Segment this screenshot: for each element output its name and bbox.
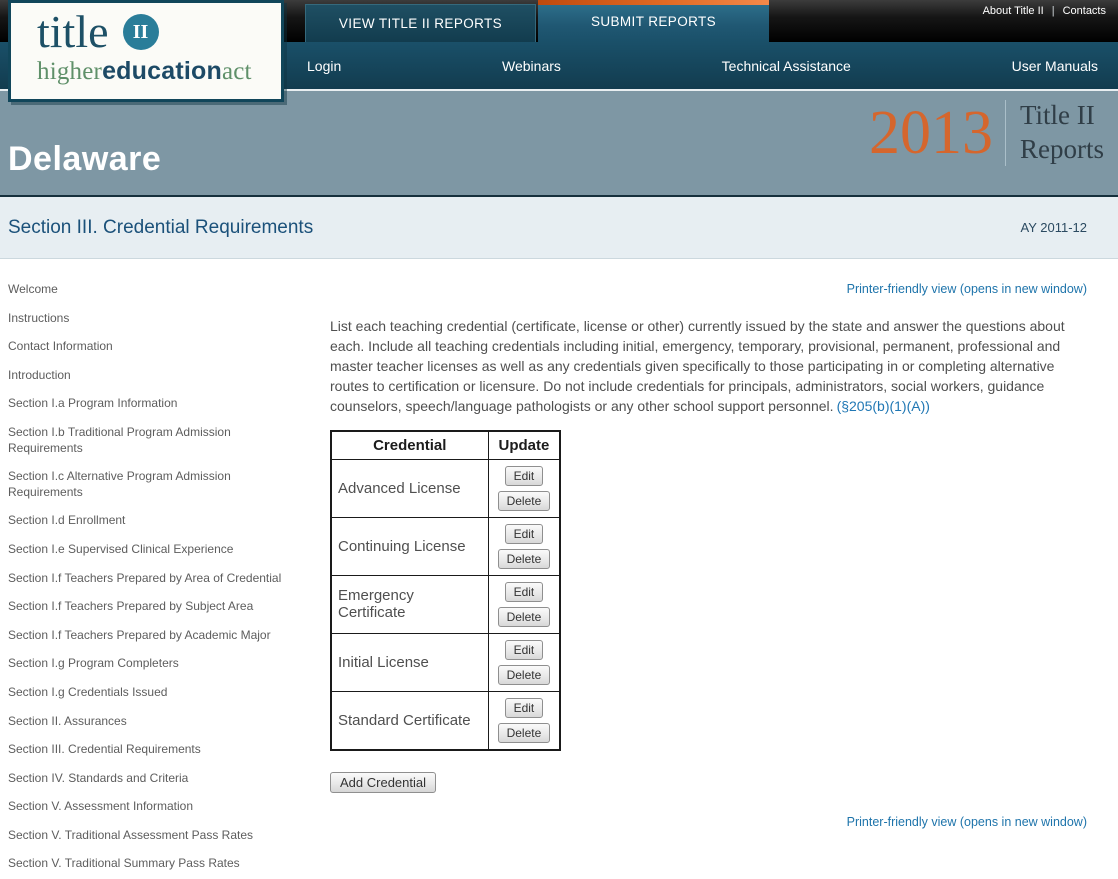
report-title: Title II Reports (1020, 99, 1104, 167)
sidebar-item-section-ia[interactable]: Section I.a Program Information (8, 396, 178, 411)
table-row: Initial License Edit Delete (330, 632, 561, 692)
nav-item-login[interactable]: Login (307, 57, 342, 74)
sidebar-item-section-v-assessment[interactable]: Section V. Traditional Assessment Pass R… (8, 827, 254, 842)
sidebar-item-contact-information[interactable]: Contact Information (8, 339, 113, 354)
title-ii-logo[interactable]: title II highereducationact (8, 0, 284, 102)
credential-name-cell: Standard Certificate (330, 690, 489, 750)
logo-top-line: title II (37, 9, 281, 55)
utility-links: About Title II | Contacts (983, 5, 1106, 17)
report-year-group: 2013 Title II Reports (869, 99, 1104, 167)
nav-item-webinars[interactable]: Webinars (502, 57, 561, 74)
section-header: Section III. Credential Requirements AY … (0, 197, 1118, 259)
sidebar-item-section-if-credential[interactable]: Section I.f Teachers Prepared by Area of… (8, 570, 282, 585)
report-title-line1: Title II (1020, 100, 1095, 130)
sidebar-item-section-ii[interactable]: Section II. Assurances (8, 713, 127, 728)
about-title-ii-link[interactable]: About Title II (982, 5, 1044, 17)
sidebar-item-section-ig-credentials[interactable]: Section I.g Credentials Issued (8, 684, 168, 699)
link-separator: | (1051, 5, 1055, 17)
logo-word-education: education (102, 57, 222, 85)
academic-year-label: AY 2011-12 (1020, 220, 1088, 235)
nav-item-user-manuals[interactable]: User Manuals (1011, 57, 1098, 74)
sidebar-item-instructions[interactable]: Instructions (8, 310, 70, 325)
sidebar-item-section-iv[interactable]: Section IV. Standards and Criteria (8, 770, 189, 785)
sidebar-item-section-v-summary[interactable]: Section V. Traditional Summary Pass Rate… (8, 856, 240, 871)
section-nav-sidebar: Welcome Instructions Contact Information… (0, 282, 330, 879)
report-title-line2: Reports (1020, 133, 1104, 164)
column-header-update: Update (487, 430, 561, 460)
edit-button[interactable]: Edit (504, 581, 544, 602)
delete-button[interactable]: Delete (497, 490, 551, 511)
sidebar-item-section-id[interactable]: Section I.d Enrollment (8, 513, 126, 528)
logo-word-act: act (221, 58, 252, 85)
table-row: Advanced License Edit Delete (330, 458, 561, 518)
table-header-row: Credential Update (330, 430, 561, 460)
sidebar-item-section-if-major[interactable]: Section I.f Teachers Prepared by Academi… (8, 627, 271, 642)
edit-button[interactable]: Edit (504, 697, 544, 718)
edit-button[interactable]: Edit (504, 639, 544, 660)
sidebar-item-welcome[interactable]: Welcome (8, 282, 58, 296)
sidebar-item-section-ic[interactable]: Section I.c Alternative Program Admissio… (8, 469, 231, 499)
year-divider (1005, 99, 1006, 166)
sidebar-item-section-iii[interactable]: Section III. Credential Requirements (8, 742, 201, 757)
update-cell: Edit Delete (487, 516, 561, 576)
tab-submit-reports[interactable]: SUBMIT REPORTS (538, 0, 769, 42)
column-header-credential: Credential (330, 430, 489, 460)
contacts-link[interactable]: Contacts (1062, 5, 1106, 17)
delete-button[interactable]: Delete (497, 548, 551, 569)
table-row: Emergency Certificate Edit Delete (330, 574, 561, 634)
sidebar-item-section-ib[interactable]: Section I.b Traditional Program Admissio… (8, 424, 231, 455)
logo-word-higher: higher (37, 58, 103, 85)
instructions-paragraph: List each teaching credential (certifica… (330, 316, 1067, 416)
sidebar-item-section-v-info[interactable]: Section V. Assessment Information (8, 799, 193, 814)
report-year: 2013 (869, 98, 993, 167)
content-area: Welcome Instructions Contact Information… (0, 259, 1118, 879)
add-credential-button[interactable]: Add Credential (330, 771, 436, 793)
credential-name-cell: Advanced License (330, 458, 489, 518)
sidebar-item-section-if-subject[interactable]: Section I.f Teachers Prepared by Subject… (8, 599, 254, 614)
update-cell: Edit Delete (487, 458, 561, 518)
sidebar-item-section-ie[interactable]: Section I.e Supervised Clinical Experien… (8, 541, 234, 556)
tab-view-title-ii-reports[interactable]: VIEW TITLE II REPORTS (305, 4, 536, 42)
state-name-heading: Delaware (8, 140, 162, 178)
printer-friendly-link-top[interactable]: Printer-friendly view (opens in new wind… (846, 282, 1087, 296)
delete-button[interactable]: Delete (497, 664, 551, 685)
main-panel: Printer-friendly view (opens in new wind… (330, 282, 1118, 879)
table-row: Continuing License Edit Delete (330, 516, 561, 576)
primary-tabs: VIEW TITLE II REPORTS SUBMIT REPORTS (305, 0, 769, 42)
credential-name-cell: Initial License (330, 632, 489, 692)
update-cell: Edit Delete (487, 690, 561, 750)
printer-friendly-link-bottom[interactable]: Printer-friendly view (opens in new wind… (846, 814, 1087, 829)
logo-bottom-line: highereducationact (37, 57, 281, 86)
page-title: Section III. Credential Requirements (8, 216, 314, 238)
instructions-text: List each teaching credential (certifica… (330, 318, 1065, 414)
credential-name-cell: Emergency Certificate (330, 574, 489, 634)
title-ii-badge-icon: II (122, 14, 159, 50)
sidebar-item-section-ig-completers[interactable]: Section I.g Program Completers (8, 656, 179, 671)
sidebar-item-introduction[interactable]: Introduction (8, 367, 71, 382)
statute-citation-link[interactable]: (§205(b)(1)(A)) (836, 398, 930, 414)
update-cell: Edit Delete (487, 632, 561, 692)
credential-name-cell: Continuing License (330, 516, 489, 576)
nav-item-technical-assistance[interactable]: Technical Assistance (721, 57, 851, 74)
logo-word-title: title (37, 6, 109, 57)
state-banner: title II highereducationact Delaware 201… (0, 0, 1118, 197)
update-cell: Edit Delete (487, 574, 561, 634)
delete-button[interactable]: Delete (497, 606, 551, 627)
delete-button[interactable]: Delete (497, 722, 551, 743)
edit-button[interactable]: Edit (504, 465, 544, 486)
credential-table: Credential Update Advanced License Edit … (330, 430, 562, 751)
edit-button[interactable]: Edit (504, 523, 544, 544)
table-row: Standard Certificate Edit Delete (330, 690, 561, 750)
